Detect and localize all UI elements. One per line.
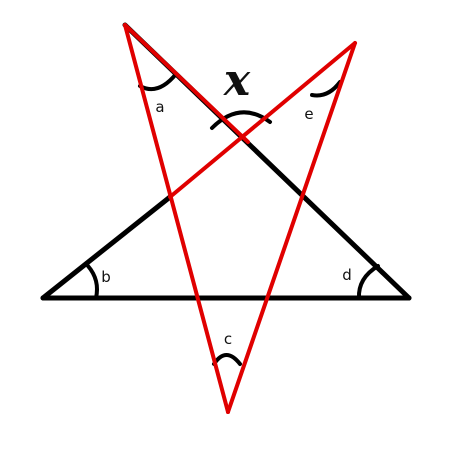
angle-label-a: a xyxy=(155,98,164,116)
red-line-bottom-to-top-right xyxy=(226,41,357,414)
angle-label-x: x xyxy=(223,55,251,106)
angle-label-e: e xyxy=(304,105,313,123)
angle-arc-b xyxy=(86,264,99,300)
black-line-left-diagonal xyxy=(40,194,173,301)
red-line-top-left-to-bottom xyxy=(123,23,230,414)
red-line-top-left-to-intersection xyxy=(123,23,250,144)
angle-arc-c xyxy=(212,353,242,366)
angle-arc-a xyxy=(138,72,178,91)
angle-arc-e xyxy=(310,80,342,98)
angle-label-d: d xyxy=(342,266,352,284)
red-line-top-right-to-left xyxy=(168,41,357,199)
angle-arc-d xyxy=(356,264,380,300)
angle-label-c: c xyxy=(224,330,232,348)
angle-label-b: b xyxy=(101,268,111,286)
